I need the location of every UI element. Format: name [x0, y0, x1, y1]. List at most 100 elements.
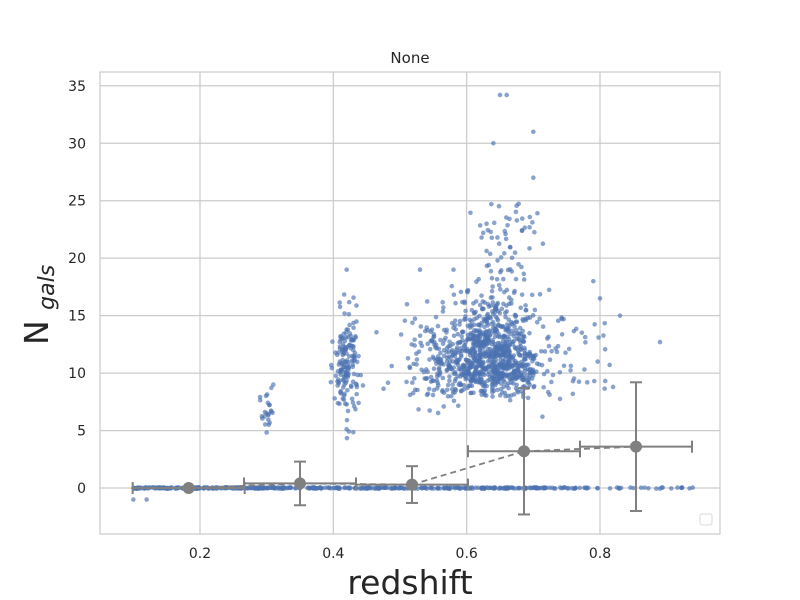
scatter-point	[479, 235, 484, 240]
scatter-point	[571, 328, 577, 334]
scatter-point	[479, 293, 484, 298]
scatter-point	[512, 250, 518, 256]
scatter-point	[342, 485, 347, 491]
scatter-point	[464, 288, 470, 294]
scatter-point	[350, 379, 356, 385]
scatter-point	[494, 316, 500, 321]
scatter-point	[584, 485, 589, 490]
scatter-point	[461, 383, 467, 388]
scatter-point	[545, 368, 550, 374]
scatter-point	[557, 369, 563, 375]
scatter-point	[349, 337, 355, 343]
scatter-point	[496, 203, 502, 209]
scatter-point	[409, 342, 414, 347]
scatter-point	[455, 350, 461, 355]
scatter-point	[497, 310, 503, 316]
scatter-point	[465, 336, 471, 342]
scatter-point	[675, 485, 680, 490]
scatter-point	[543, 485, 549, 491]
scatter-point	[354, 359, 360, 365]
scatter-point	[461, 363, 466, 368]
y-tick-label: 10	[68, 366, 86, 382]
scatter-point	[252, 486, 258, 491]
x-tick-label: 0.2	[189, 546, 211, 562]
scatter-point	[437, 369, 443, 374]
scatter-point	[509, 269, 515, 274]
scatter-point	[447, 343, 453, 349]
scatter-point	[482, 335, 488, 340]
scatter-point	[511, 381, 516, 386]
scatter-point	[468, 332, 473, 338]
scatter-point	[457, 380, 463, 386]
scatter-point	[497, 485, 503, 491]
summary-point	[406, 478, 418, 491]
scatter-point	[480, 366, 485, 372]
scatter-point	[335, 485, 341, 491]
scatter-point	[493, 357, 499, 362]
scatter-point	[471, 301, 476, 306]
scatter-point	[423, 485, 429, 491]
scatter-point	[468, 210, 473, 216]
scatter-point	[267, 420, 272, 425]
scatter-point	[482, 486, 487, 491]
scatter-point	[446, 354, 451, 359]
scatter-point	[462, 343, 468, 348]
scatter-point	[480, 306, 485, 311]
scatter-point	[426, 386, 432, 392]
scatter-point	[452, 318, 458, 323]
scatter-point	[546, 343, 552, 349]
scatter-point	[348, 383, 354, 389]
y-axis-label-main: N	[17, 320, 56, 345]
scatter-point	[458, 485, 464, 491]
scatter-point	[431, 486, 436, 491]
y-axis-label-subscript: gals	[35, 265, 60, 310]
scatter-point	[457, 318, 463, 324]
scatter-point	[440, 341, 446, 347]
scatter-point	[438, 350, 443, 356]
scatter-point	[518, 388, 524, 394]
scatter-point	[410, 380, 415, 385]
scatter-point	[485, 485, 491, 491]
scatter-point	[431, 387, 437, 393]
scatter-point	[404, 301, 410, 307]
scatter-point	[489, 288, 495, 294]
scatter-point	[447, 363, 452, 369]
scatter-point	[514, 319, 520, 325]
x-tick-label: 0.8	[589, 546, 611, 562]
scatter-point	[389, 486, 395, 492]
scatter-point	[511, 290, 517, 296]
scatter-point	[436, 372, 442, 378]
scatter-point	[445, 367, 450, 373]
scatter-point	[541, 384, 546, 390]
scatter-point	[528, 355, 533, 361]
scatter-point	[521, 333, 527, 339]
scatter-point	[591, 378, 597, 384]
scatter-point	[342, 401, 348, 407]
scatter-point	[485, 346, 491, 352]
scatter-point	[504, 287, 510, 293]
scatter-point	[566, 346, 572, 352]
scatter-point	[407, 364, 412, 370]
scatter-point	[526, 376, 532, 382]
scatter-point	[412, 376, 417, 381]
scatter-point	[341, 393, 347, 398]
scatter-point	[490, 311, 496, 317]
scatter-point	[367, 485, 373, 490]
scatter-point	[582, 367, 587, 372]
scatter-point	[496, 241, 502, 247]
scatter-point	[342, 311, 347, 316]
scatter-point	[326, 485, 332, 491]
scatter-point	[452, 378, 458, 384]
scatter-point	[342, 374, 348, 380]
scatter-point	[602, 320, 608, 326]
scatter-point	[487, 251, 493, 257]
scatter-point	[570, 391, 576, 397]
axes-frame	[99, 71, 721, 535]
scatter-point	[497, 287, 503, 292]
scatter-point	[499, 352, 504, 358]
scatter-point	[385, 380, 391, 386]
scatter-point	[414, 357, 420, 362]
scatter-point	[531, 356, 537, 362]
scatter-point	[472, 327, 477, 333]
scatter-point	[500, 338, 506, 344]
